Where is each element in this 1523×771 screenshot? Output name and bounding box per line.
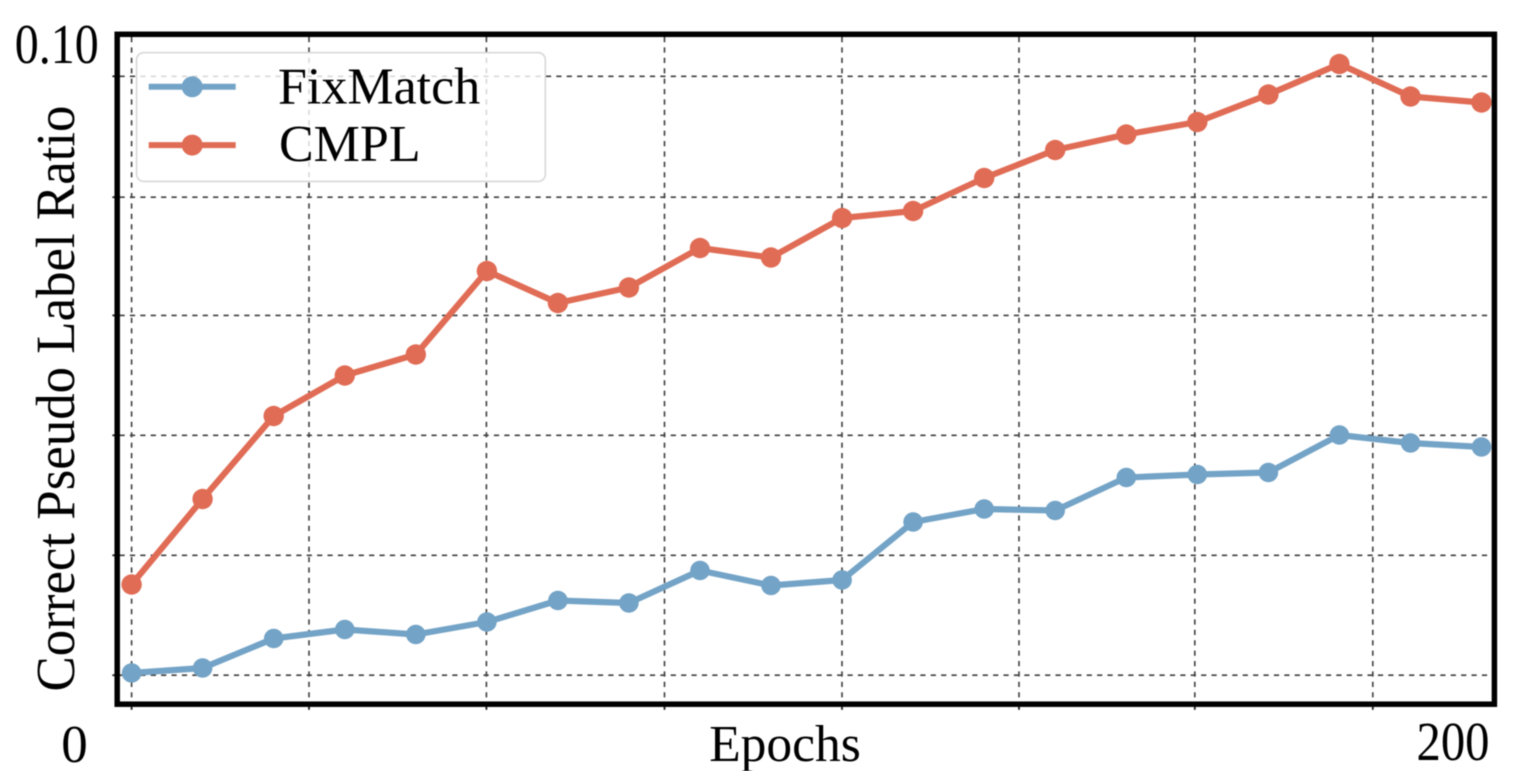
- svg-text:FixMatch: FixMatch: [278, 58, 480, 115]
- svg-text:Epochs: Epochs: [709, 716, 861, 771]
- svg-text:Correct Pseudo Label Ratio: Correct Pseudo Label Ratio: [25, 106, 86, 692]
- svg-text:0.10: 0.10: [15, 14, 99, 76]
- svg-text:200: 200: [1417, 711, 1490, 771]
- svg-text:CMPL: CMPL: [279, 116, 421, 173]
- svg-text:0: 0: [61, 716, 88, 771]
